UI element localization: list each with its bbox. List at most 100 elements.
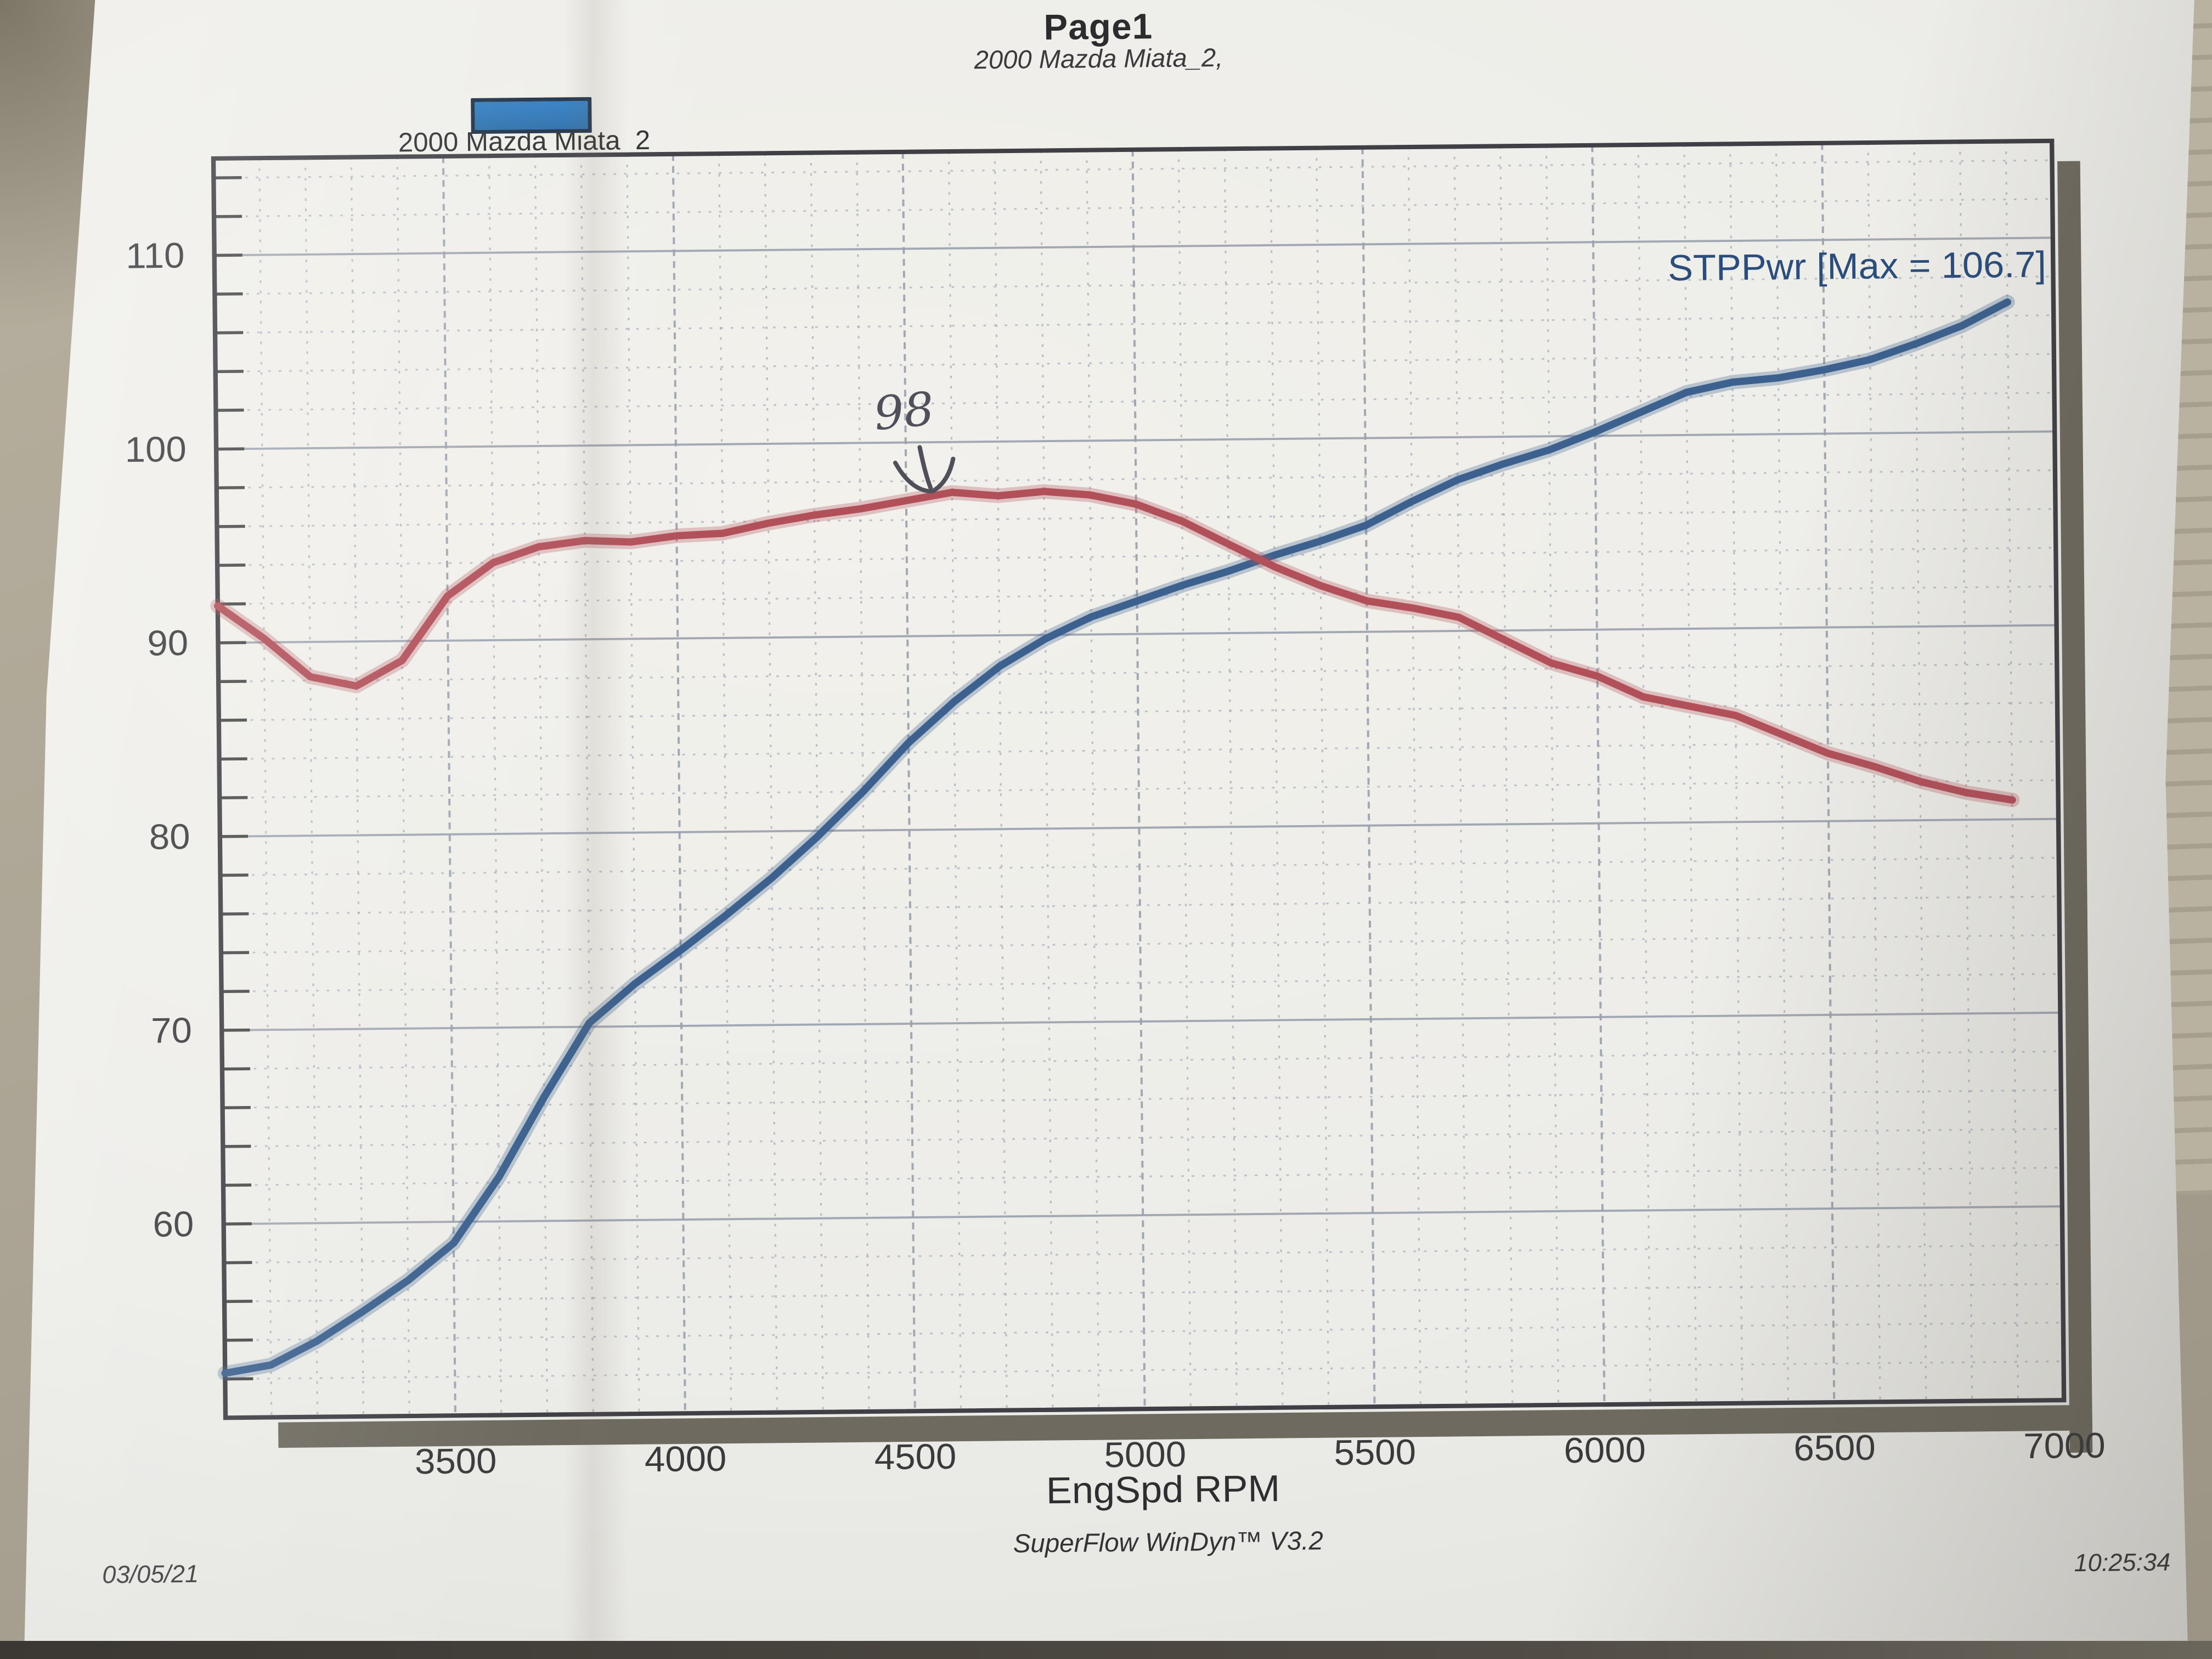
handwritten-arrow-shaft xyxy=(917,445,933,490)
gridline-x-minor xyxy=(626,154,640,1414)
gridline-x-minor xyxy=(948,151,962,1411)
x-tick-label: 7000 xyxy=(2023,1425,2106,1466)
gridline-y-minor xyxy=(219,740,2058,760)
gridline-y-minor xyxy=(218,585,2057,605)
gridline-y-minor xyxy=(225,1360,2064,1380)
gridline-x-minor xyxy=(1683,144,1697,1404)
gridline-x-minor xyxy=(2005,141,2019,1401)
gridline-x-minor xyxy=(1407,146,1422,1407)
gridline-x-minor xyxy=(304,157,319,1417)
gridline-x-minor xyxy=(1729,144,1743,1403)
gridline-y-major xyxy=(218,624,2057,644)
stppwr-max-label: STPPwr [Max = 106.7] xyxy=(1668,244,2046,288)
gridline-y-minor xyxy=(223,1166,2062,1186)
gridline-x-minor xyxy=(534,155,549,1415)
y-tick-label: 90 xyxy=(147,623,188,664)
handwritten-arrow-head xyxy=(893,456,956,494)
gridline-y-minor xyxy=(213,159,2052,179)
gridline-y-major xyxy=(223,1205,2063,1225)
gridline-y-minor xyxy=(224,1283,2063,1302)
gridline-y-minor xyxy=(223,1127,2062,1148)
gridline-y-minor xyxy=(219,779,2058,799)
gridline-x-major xyxy=(1361,147,1376,1407)
gridline-x-major xyxy=(442,156,457,1416)
gridline-x-minor xyxy=(1545,145,1560,1405)
x-tick-label: 6500 xyxy=(1793,1427,1876,1468)
power-curve xyxy=(221,298,2012,1377)
gridline-x-major xyxy=(1591,145,1606,1404)
frame-shadow-right xyxy=(2057,161,2093,1453)
x-tick-label: 4500 xyxy=(874,1437,957,1477)
torque-curve xyxy=(214,487,2017,804)
gridline-y-minor xyxy=(219,702,2058,721)
gridline-x-minor xyxy=(718,153,732,1413)
gridline-y-minor xyxy=(215,353,2055,373)
gridline-x-minor xyxy=(994,151,1008,1410)
gridline-x-minor xyxy=(764,153,778,1413)
y-tick-label: 80 xyxy=(149,817,190,857)
gridline-y-minor xyxy=(214,198,2053,218)
gridline-y-major xyxy=(216,430,2055,450)
gridline-y-minor xyxy=(216,392,2055,411)
gridline-y-minor xyxy=(220,856,2059,876)
gridline-y-minor xyxy=(215,314,2054,334)
gridline-y-major xyxy=(214,236,2053,257)
y-tick-label: 60 xyxy=(153,1204,194,1245)
y-tick-label: 110 xyxy=(126,235,185,276)
gridline-y-minor xyxy=(218,663,2057,682)
gridline-y-minor xyxy=(221,973,2061,992)
gridline-x-major xyxy=(1131,149,1146,1409)
gridline-x-minor xyxy=(1223,149,1238,1408)
gridline-x-major xyxy=(672,154,687,1414)
gridline-y-minor xyxy=(215,275,2053,295)
gridline-x-minor xyxy=(1913,142,1927,1402)
y-tick-label: 100 xyxy=(125,430,187,470)
gridline-y-minor xyxy=(217,469,2056,489)
gridline-x-minor xyxy=(1453,146,1468,1406)
handwritten-98: 98 xyxy=(871,382,936,441)
gridline-y-major xyxy=(220,817,2059,838)
gridline-x-minor xyxy=(580,155,595,1414)
x-tick-label: 5500 xyxy=(1334,1432,1417,1473)
dyno-chart: 60 70 80 90 100 110 3500 4000 4500 5000 5500 6000 65… xyxy=(82,116,2130,1530)
gridline-x-minor xyxy=(1269,148,1284,1408)
x-tick-label: 6000 xyxy=(1564,1430,1646,1470)
gridline-y-minor xyxy=(222,1050,2061,1070)
x-tick-label: 3500 xyxy=(415,1441,497,1482)
gridline-x-major xyxy=(1821,143,1836,1402)
gridline-x-minor xyxy=(1499,146,1514,1406)
gridline-y-minor xyxy=(217,546,2056,566)
gridline-x-major xyxy=(901,151,916,1412)
torque-curve-halo xyxy=(210,484,2020,808)
plot-frame xyxy=(211,138,2067,1420)
gridline-x-minor xyxy=(1316,148,1330,1407)
gridline-y-minor xyxy=(222,1089,2062,1109)
gridline-x-minor xyxy=(1040,150,1054,1410)
gridline-x-minor xyxy=(1637,144,1652,1404)
print-time: 10:25:34 xyxy=(2074,1547,2171,1577)
table-edge-shadow xyxy=(0,1640,2212,1659)
gridline-x-minor xyxy=(1775,143,1790,1403)
gridline-x-minor xyxy=(1086,150,1100,1409)
frame-shadow-bottom xyxy=(278,1404,2093,1448)
gridline-x-minor xyxy=(258,157,273,1418)
x-tick-label: 4000 xyxy=(645,1439,727,1480)
gridline-y-minor xyxy=(221,934,2060,954)
gridline-y-minor xyxy=(217,507,2056,528)
print-date: 03/05/21 xyxy=(102,1560,199,1589)
gridline-x-minor xyxy=(396,156,411,1416)
dyno-chart-svg: 60 70 80 90 100 110 3500 4000 4500 5000 5500 6000 65… xyxy=(125,138,2106,1511)
gridline-x-minor xyxy=(351,157,365,1417)
y-tick-label: 70 xyxy=(151,1011,192,1051)
gridline-y-minor xyxy=(224,1244,2063,1264)
gridline-y-minor xyxy=(224,1322,2064,1341)
power-curve-halo xyxy=(217,295,2016,1381)
gridline-x-minor xyxy=(488,155,503,1415)
gridline-x-minor xyxy=(810,153,825,1412)
gridline-y-major xyxy=(222,1011,2061,1031)
x-axis-title: EngSpd RPM xyxy=(1046,1467,1280,1511)
gridline-x-minor xyxy=(1178,149,1192,1409)
gridline-y-minor xyxy=(221,895,2059,915)
